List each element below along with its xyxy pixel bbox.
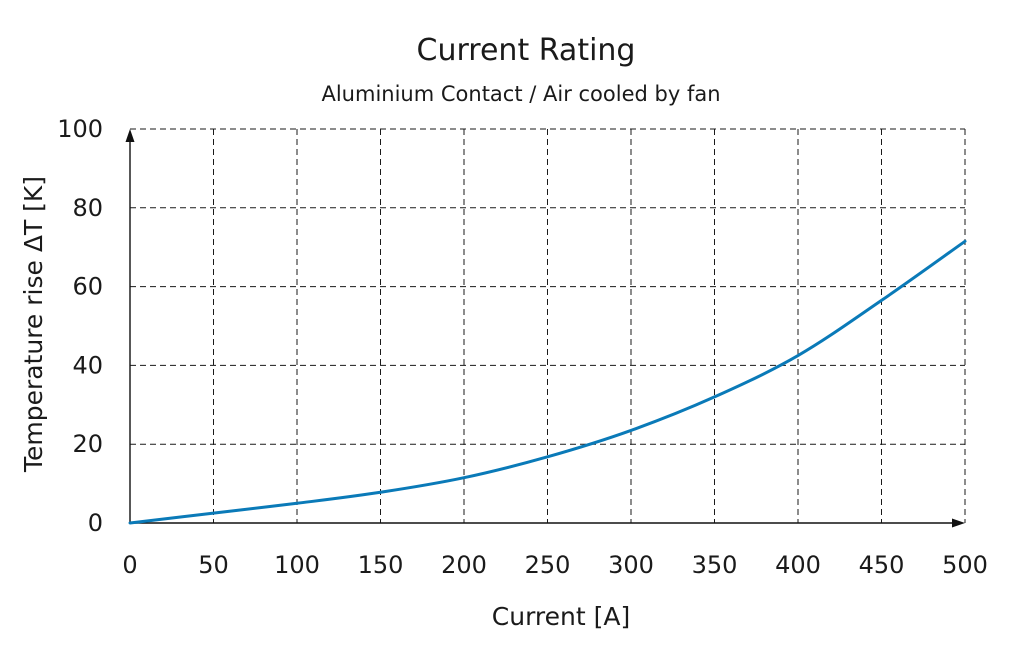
x-tick-label: 100: [274, 551, 320, 579]
grid: [130, 128, 966, 523]
x-tick-label: 350: [692, 551, 738, 579]
x-tick-label: 300: [608, 551, 654, 579]
y-tick-label: 80: [72, 194, 103, 222]
series-line: [128, 239, 967, 525]
x-tick-labels: 0 50 100 150 200 250 300 350 400 450 500: [122, 551, 988, 579]
chart-subtitle: Aluminium Contact / Air cooled by fan: [321, 82, 720, 106]
y-tick-label: 40: [72, 351, 103, 379]
y-axis-arrow: [125, 129, 135, 142]
y-tick-label: 0: [88, 509, 103, 537]
y-tick-label: 60: [72, 273, 103, 301]
x-tick-label: 0: [122, 551, 137, 579]
x-tick-label: 250: [525, 551, 571, 579]
y-tick-label: 20: [72, 430, 103, 458]
series: [128, 239, 967, 525]
x-axis-label: Current [A]: [492, 602, 630, 631]
x-tick-label: 150: [358, 551, 404, 579]
x-tick-label: 50: [198, 551, 229, 579]
x-axis-arrow: [952, 518, 965, 528]
y-tick-labels: 0 20 40 60 80 100: [57, 115, 103, 537]
y-axis-label: Temperature rise ΔT [K]: [19, 176, 48, 473]
x-tick-label: 200: [441, 551, 487, 579]
x-tick-label: 500: [942, 551, 988, 579]
axes: [125, 129, 965, 528]
y-tick-label: 100: [57, 115, 103, 143]
chart-title: Current Rating: [417, 33, 636, 68]
x-tick-label: 400: [775, 551, 821, 579]
x-tick-label: 450: [859, 551, 905, 579]
